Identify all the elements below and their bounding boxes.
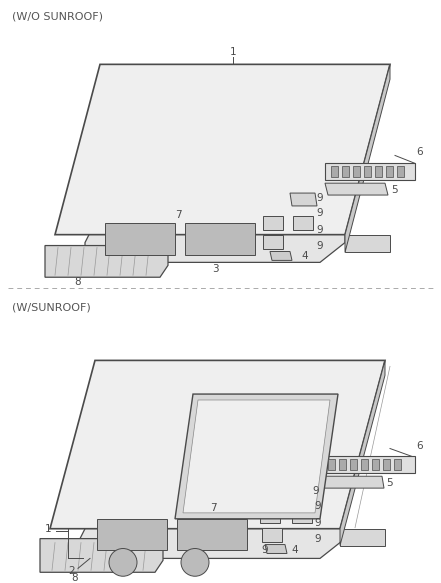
Polygon shape	[50, 360, 385, 529]
Polygon shape	[372, 459, 379, 470]
Polygon shape	[325, 163, 415, 180]
Polygon shape	[85, 203, 345, 262]
Polygon shape	[397, 166, 404, 177]
Polygon shape	[175, 394, 338, 519]
Text: 9: 9	[317, 208, 323, 218]
Text: 9: 9	[317, 241, 323, 251]
Text: 9: 9	[315, 518, 321, 528]
Polygon shape	[331, 166, 338, 177]
Polygon shape	[340, 360, 385, 546]
Polygon shape	[263, 216, 283, 230]
Polygon shape	[40, 539, 163, 573]
Polygon shape	[375, 166, 382, 177]
Polygon shape	[345, 234, 390, 252]
Text: (W/SUNROOF): (W/SUNROOF)	[12, 303, 91, 313]
Polygon shape	[263, 234, 283, 248]
Polygon shape	[75, 499, 345, 559]
Text: (W/O SUNROOF): (W/O SUNROOF)	[12, 12, 103, 22]
Polygon shape	[97, 519, 167, 550]
Polygon shape	[325, 183, 388, 195]
Polygon shape	[364, 166, 371, 177]
Text: 1: 1	[230, 47, 236, 58]
Polygon shape	[361, 459, 368, 470]
Polygon shape	[342, 166, 349, 177]
Circle shape	[181, 549, 209, 576]
Text: 5: 5	[387, 478, 393, 488]
Text: 6: 6	[417, 441, 423, 451]
Text: 9: 9	[317, 193, 323, 203]
Text: 9: 9	[313, 486, 319, 496]
Text: 8: 8	[75, 277, 81, 287]
Text: 2: 2	[69, 566, 75, 576]
Polygon shape	[292, 509, 312, 523]
Polygon shape	[394, 459, 401, 470]
Text: 9: 9	[262, 546, 268, 556]
Polygon shape	[339, 459, 346, 470]
Polygon shape	[386, 166, 393, 177]
Circle shape	[109, 549, 137, 576]
Polygon shape	[185, 223, 255, 255]
Polygon shape	[293, 216, 313, 230]
Polygon shape	[353, 166, 360, 177]
Polygon shape	[183, 400, 330, 513]
Polygon shape	[265, 545, 287, 553]
Polygon shape	[290, 193, 317, 206]
Text: 6: 6	[417, 147, 423, 157]
Polygon shape	[350, 459, 357, 470]
Text: 8: 8	[72, 573, 78, 583]
Polygon shape	[177, 519, 247, 550]
Polygon shape	[45, 245, 168, 278]
Text: 4: 4	[302, 251, 308, 261]
Text: 7: 7	[175, 210, 181, 220]
Polygon shape	[262, 528, 282, 542]
Polygon shape	[322, 476, 384, 488]
Text: 1: 1	[45, 524, 51, 533]
Polygon shape	[345, 64, 390, 252]
Polygon shape	[328, 459, 335, 470]
Text: 9: 9	[315, 501, 321, 511]
Polygon shape	[270, 251, 292, 261]
Text: 3: 3	[212, 264, 218, 275]
Text: 7: 7	[209, 503, 217, 513]
Polygon shape	[55, 64, 390, 234]
Polygon shape	[340, 529, 385, 546]
Text: 9: 9	[315, 533, 321, 543]
Text: 9: 9	[317, 224, 323, 235]
Polygon shape	[288, 486, 312, 499]
Polygon shape	[322, 456, 415, 473]
Polygon shape	[383, 459, 390, 470]
Polygon shape	[260, 509, 280, 523]
Text: 5: 5	[392, 185, 398, 195]
Polygon shape	[105, 223, 175, 255]
Text: 4: 4	[292, 546, 298, 556]
